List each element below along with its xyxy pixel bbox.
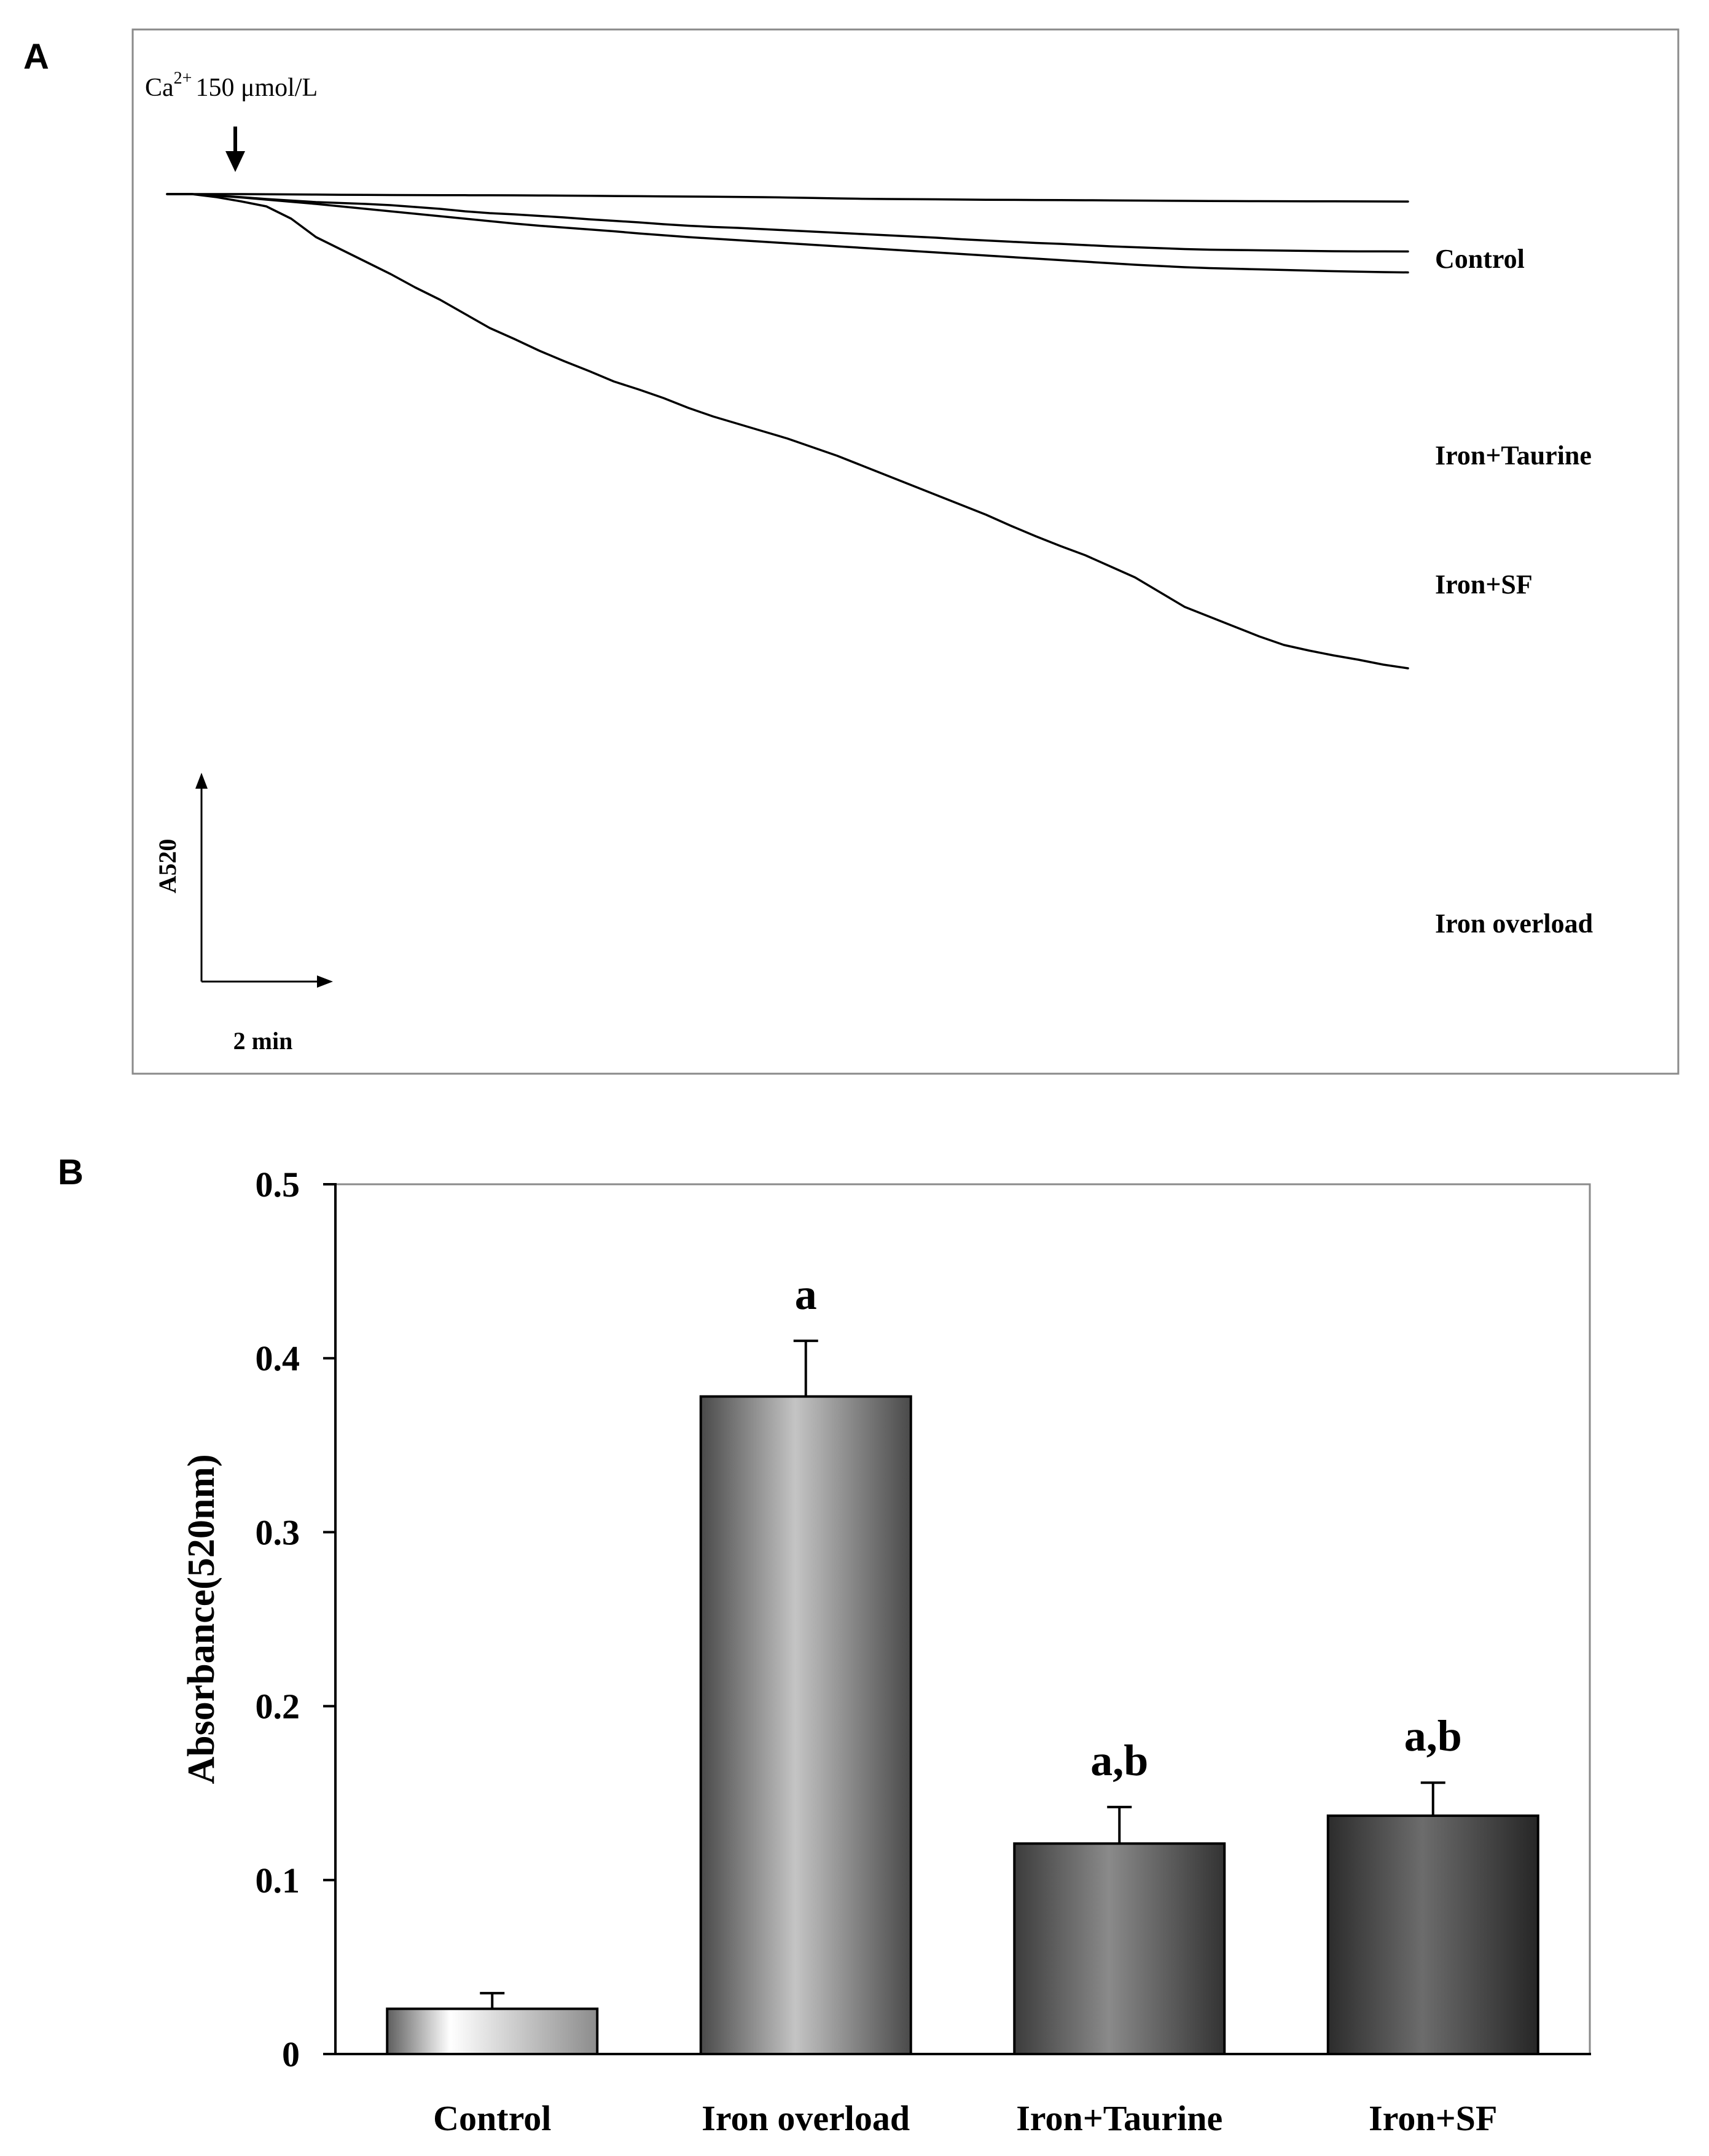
trace-control: [166, 193, 1409, 203]
significance-label-iron-taurine: a,b: [1090, 1736, 1148, 1785]
trace-label-iron-taurine: Iron+Taurine: [1435, 440, 1592, 471]
scale-y-label: A520: [154, 839, 181, 894]
scale-bar: [195, 773, 333, 988]
panel-a-label: A: [23, 37, 49, 77]
category-label-iron-sf: Iron+SF: [1369, 2098, 1497, 2138]
bar-iron-sf: [1326, 1814, 1539, 2056]
scale-x-label: 2 min: [233, 1027, 293, 1055]
trace-label-iron-overload: Iron overload: [1435, 908, 1593, 939]
y-tick-label: 0: [282, 2034, 300, 2074]
y-axis-label: Absorbance(520nm): [181, 1454, 222, 1784]
calcium-annotation: Ca2+ 150 μmol/L: [145, 69, 318, 102]
trace-label-iron-sf: Iron+SF: [1435, 569, 1533, 600]
y-tick-label: 0.2: [256, 1687, 300, 1727]
bar-iron-taurine: [1013, 1842, 1226, 2055]
panel-a-frame: [131, 28, 1680, 1075]
category-label-iron-overload: Iron overload: [702, 2098, 910, 2138]
trace-label-control: Control: [1435, 244, 1525, 274]
category-label-control: Control: [433, 2098, 551, 2138]
y-tick-label: 0.4: [256, 1338, 300, 1378]
bar-group: Control a Iron overload a,b Iron+Taurine a,b I…: [386, 1270, 1539, 2138]
trace-iron-sf: [166, 193, 1409, 274]
significance-label-iron-sf: a,b: [1404, 1711, 1462, 1760]
y-tick-group: 0 0.1 0.2 0.3 0.4 0.5: [256, 1165, 335, 2074]
bar-iron-overload: [699, 1395, 912, 2055]
significance-label-iron-overload: a: [795, 1270, 817, 1319]
scale-right-arrow-icon: [317, 975, 333, 988]
bar-control: [386, 2007, 599, 2055]
trace-iron-overload: [166, 193, 1409, 670]
y-tick-label: 0.5: [256, 1165, 300, 1205]
scale-up-arrow-icon: [195, 773, 208, 789]
y-tick-label: 0.1: [256, 1861, 300, 1900]
trace-label-group: Control Iron+Taurine Iron+SF Iron overload: [1435, 244, 1593, 939]
y-tick-label: 0.3: [256, 1512, 300, 1552]
panel-b-label: B: [58, 1152, 84, 1192]
calcium-arrow-icon: [225, 127, 245, 172]
trace-group: [166, 193, 1409, 670]
trace-iron-taurine: [166, 193, 1409, 253]
category-label-iron-taurine: Iron+Taurine: [1016, 2098, 1222, 2138]
